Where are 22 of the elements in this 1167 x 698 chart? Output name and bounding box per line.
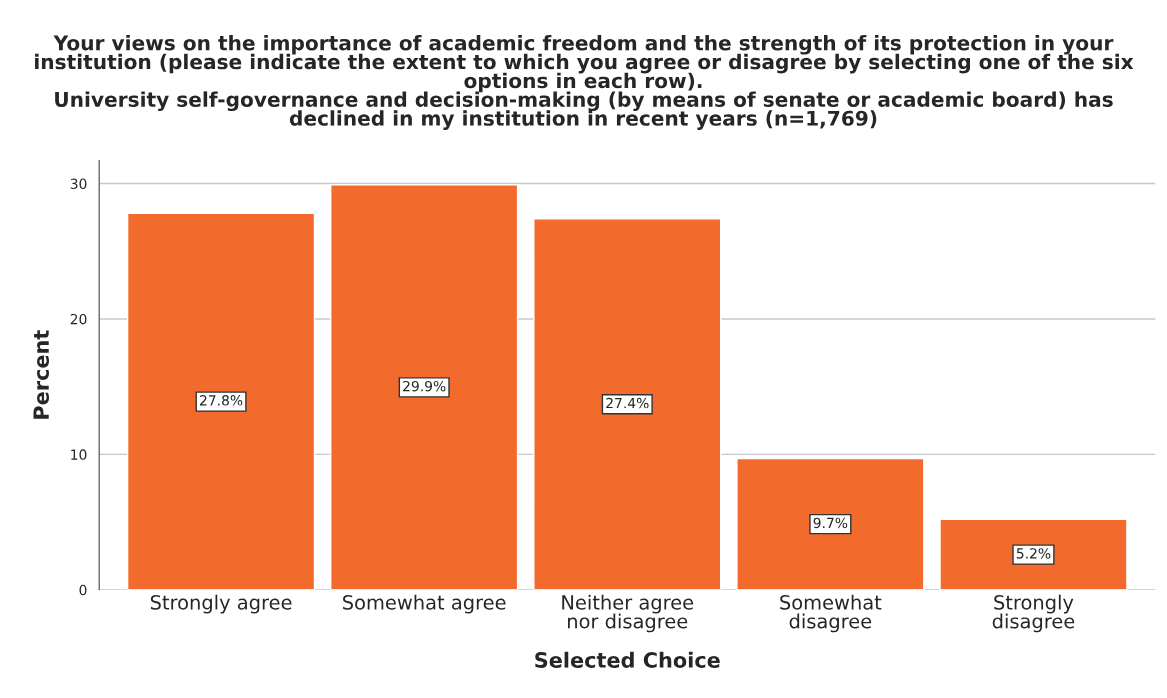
x-tick-label: Strongly disagree xyxy=(992,594,1075,633)
bar xyxy=(736,457,925,590)
x-tick-label: Strongly agree xyxy=(150,594,292,614)
bar xyxy=(126,212,316,590)
bar xyxy=(330,184,519,590)
bar xyxy=(939,518,1128,590)
x-axis-title: Selected Choice xyxy=(535,651,720,668)
x-tick-label: Somewhat disagree xyxy=(780,594,882,633)
y-tick-label: 10 xyxy=(71,449,87,460)
bar xyxy=(533,218,722,590)
x-tick-label: Somewhat agree xyxy=(343,594,506,614)
data-label: 27.4% xyxy=(606,397,649,409)
x-tick-label: Neither agree nor disagree xyxy=(562,594,694,633)
data-label: 29.9% xyxy=(403,380,446,392)
y-tick-label: 20 xyxy=(70,313,87,325)
chart-title: Your views on the importance of academic freedom and the strength of its protection in your institution (please indicate the extent to which you agree or disagree by selecting one of the six options in each row). University self-governance and decision-making (by means of senate or academic board) has declined in my institution in recent years (n=1,769) xyxy=(35,34,1134,130)
y-axis-title: Percent xyxy=(33,330,50,419)
y-tick-label: 0 xyxy=(79,584,87,596)
y-tick-label: 30 xyxy=(70,178,87,190)
data-label: 5.2% xyxy=(1016,548,1051,559)
data-label: 9.7% xyxy=(813,517,848,529)
data-label: 27.8% xyxy=(200,395,243,406)
